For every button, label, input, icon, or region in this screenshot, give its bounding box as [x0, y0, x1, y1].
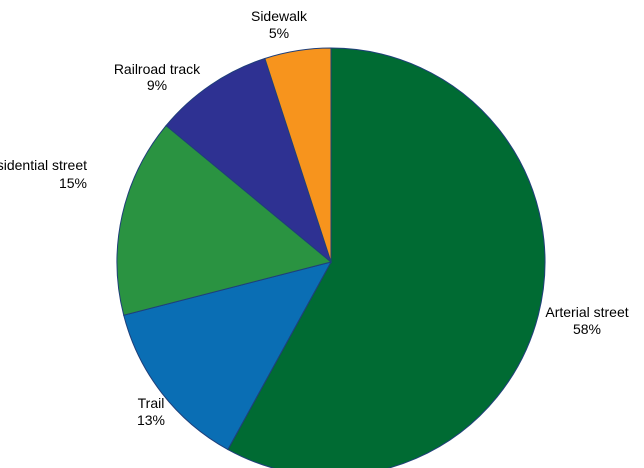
slice-value-label: 5%: [269, 25, 289, 41]
slice-category-label: Arterial street: [545, 304, 628, 320]
slice-category-label: Trail: [138, 395, 165, 411]
slice-category-label: Railroad track: [114, 61, 201, 77]
pie-slice-residential-street: [116, 124, 333, 316]
slice-value-label: 9%: [147, 77, 167, 93]
slice-value-label: 15%: [59, 175, 87, 191]
slice-category-label: Sidewalk: [251, 8, 308, 24]
slice-value-label: 13%: [137, 412, 165, 428]
pie-slice-sidewalk: [264, 47, 332, 263]
slice-value-label: 58%: [573, 321, 601, 337]
pie-slice-arterial-street: [227, 47, 546, 468]
slices-layer: [116, 47, 546, 468]
slice-category-label: Residential street: [0, 157, 87, 173]
pie-slice-trail: [123, 261, 332, 451]
pie-slice-railroad-track: [165, 57, 333, 264]
slice-label-residential-street: Residential street 15%: [0, 157, 87, 191]
